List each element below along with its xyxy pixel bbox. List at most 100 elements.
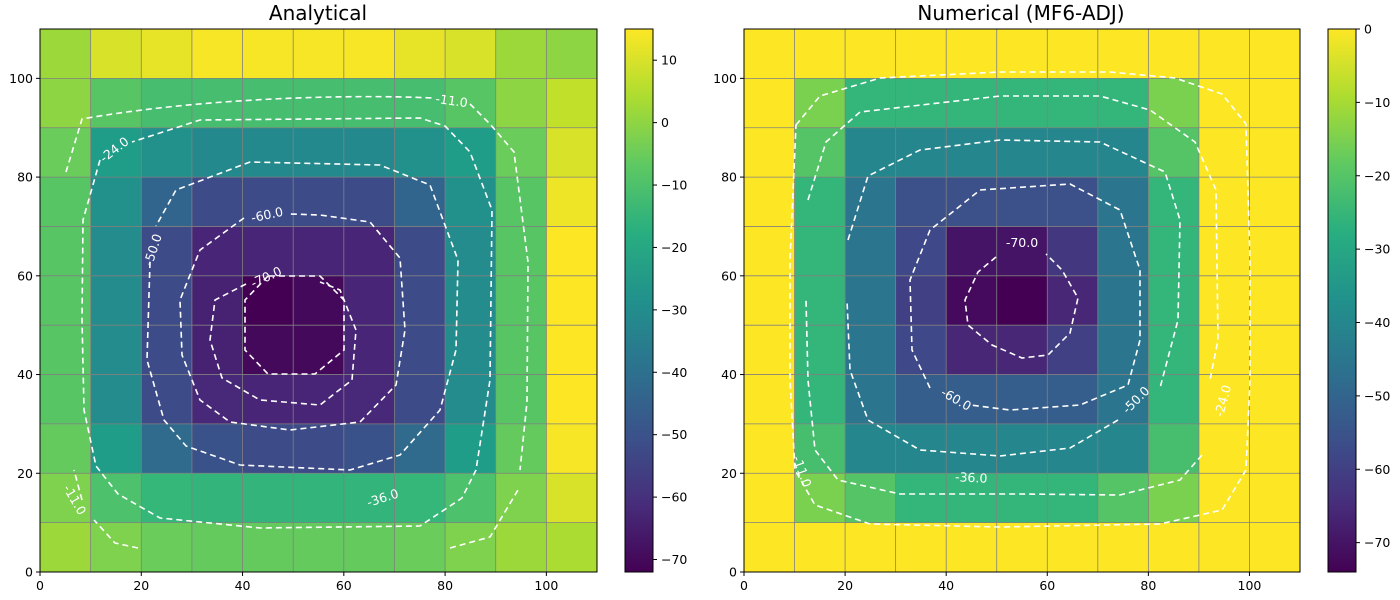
heatmap-cell: [1097, 522, 1149, 573]
contour-line: [209, 281, 357, 406]
heatmap-cell: [394, 473, 446, 524]
heatmap-cell: [293, 127, 345, 178]
heatmap-cell: [495, 177, 547, 227]
heatmap-cell: [845, 275, 897, 326]
heatmap-cell: [1198, 522, 1250, 573]
heatmap-cell: [343, 423, 395, 474]
heatmap-cell: [946, 423, 998, 474]
heatmap-cell: [242, 423, 294, 474]
contour-line: [846, 139, 1181, 457]
heatmap-cell: [1047, 226, 1099, 277]
heatmap-cell: [191, 177, 244, 227]
heatmap-cell: [1148, 127, 1200, 178]
heatmap-cell: [1047, 423, 1099, 474]
axes-frame: [743, 28, 1301, 573]
x-tick-label: 20: [837, 578, 853, 593]
heatmap-cell: [996, 177, 1048, 227]
heatmap-cell: [1249, 29, 1301, 79]
heatmap-cell: [242, 127, 294, 178]
heatmap-cell: [546, 275, 598, 326]
heatmap-cell: [895, 473, 947, 524]
heatmap-cell: [1249, 127, 1301, 178]
heatmap-cell: [90, 423, 142, 474]
colorbar-tick-label: −60: [1364, 462, 1390, 477]
heatmap-cell: [293, 423, 345, 474]
heatmap-cell: [495, 275, 547, 326]
y-tick-label: 100: [713, 71, 737, 86]
heatmap-cell: [293, 522, 345, 573]
x-tick-label: 100: [534, 578, 558, 593]
heatmap-cell: [1198, 325, 1250, 376]
y-tick-label: 20: [721, 466, 737, 481]
heatmap-cell: [141, 522, 193, 573]
heatmap-cell: [141, 325, 193, 376]
heatmap-cell: [495, 423, 547, 474]
heatmap-cell: [191, 226, 244, 277]
heatmap-cell: [996, 29, 1048, 79]
x-tick-label: 80: [437, 578, 453, 593]
heatmap-cell: [895, 325, 947, 376]
contour-line: [179, 213, 406, 431]
contour-label-neg-60: -60.0: [250, 204, 285, 225]
heatmap-cell: [996, 423, 1048, 474]
heatmap-cell: [1249, 226, 1301, 277]
heatmap-cell: [394, 325, 446, 376]
x-tick-label: 40: [235, 578, 251, 593]
heatmap-cell: [1148, 78, 1200, 129]
heatmap-cell: [394, 226, 446, 277]
heatmap-cell: [1097, 29, 1149, 79]
colorbar-tick-label: −30: [1364, 242, 1390, 257]
heatmap-cell: [40, 473, 92, 524]
heatmap-cell: [394, 275, 446, 326]
heatmap-cell: [1148, 226, 1200, 277]
heatmap-cell: [141, 127, 193, 178]
heatmap-cell: [445, 177, 497, 227]
heatmap-cell: [141, 177, 193, 227]
heatmap-cell: [546, 374, 598, 425]
contour-label-neg-11-top: -11.0: [435, 91, 469, 110]
heatmap-cell: [794, 29, 846, 79]
contour-line: [789, 71, 1251, 528]
heatmap-cell: [495, 78, 547, 129]
heatmap-cell: [1047, 325, 1099, 376]
analytical-contours: [65, 95, 529, 549]
heatmap-cell: [90, 78, 142, 129]
heatmap-cell: [1249, 522, 1301, 573]
heatmap-cell: [343, 522, 395, 573]
heatmap-cell: [895, 374, 947, 425]
colorbar-gradient: [624, 28, 654, 573]
heatmap-cell: [141, 374, 193, 425]
heatmap-cell: [794, 423, 846, 474]
heatmap-cell: [293, 29, 345, 79]
heatmap-cell: [293, 275, 345, 326]
heatmap-cell: [946, 78, 998, 129]
heatmap-cell: [1148, 275, 1200, 326]
contour-line: [146, 161, 459, 471]
heatmap-cell: [1097, 325, 1149, 376]
heatmap-cell: [191, 423, 244, 474]
heatmap-cell: [191, 275, 244, 326]
heatmap-cell: [445, 374, 497, 425]
heatmap-cell: [946, 522, 998, 573]
heatmap-cell: [744, 127, 796, 178]
heatmap-cell: [343, 473, 395, 524]
x-tick-label: 60: [1039, 578, 1055, 593]
colorbar-tick-label: −70: [661, 552, 687, 567]
heatmap-cell: [946, 177, 998, 227]
heatmap-cell: [495, 374, 547, 425]
heatmap-cell: [191, 522, 244, 573]
heatmap-cell: [242, 275, 294, 326]
heatmap-cell: [343, 177, 395, 227]
heatmap-cell: [242, 78, 294, 129]
heatmap-cell: [1249, 78, 1301, 129]
numerical-axes: 0 20 40 60 80 100 0 20 40 60 80 100: [713, 28, 1301, 593]
heatmap-cell: [996, 275, 1048, 326]
heatmap-cell: [546, 473, 598, 524]
analytical-chart: Analytical -11.0 -24.0 -50.0 -60.0 -70.0…: [9, 1, 687, 593]
heatmap-cell: [744, 29, 796, 79]
heatmap-cell: [242, 522, 294, 573]
heatmap-cell: [191, 473, 244, 524]
heatmap-cell: [1148, 522, 1200, 573]
heatmap-cell: [191, 29, 244, 79]
heatmap-cell: [1249, 325, 1301, 376]
